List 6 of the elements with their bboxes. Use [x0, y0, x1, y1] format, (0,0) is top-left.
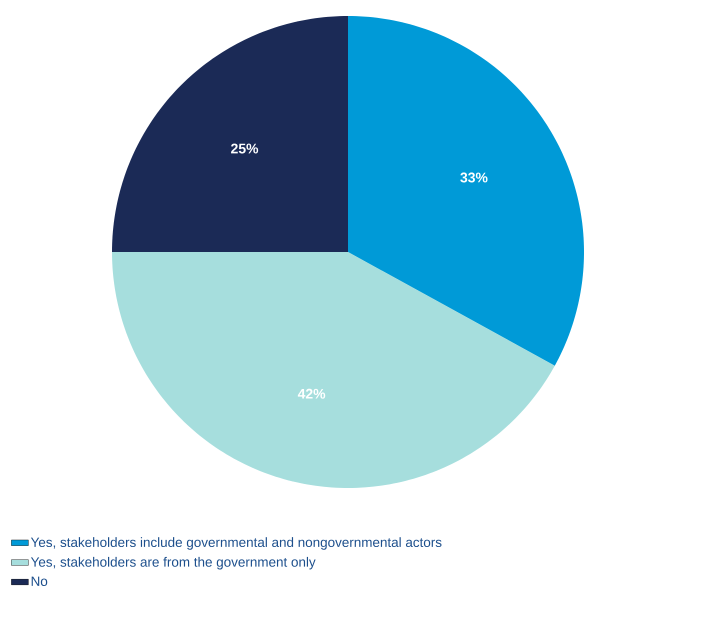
- data-label: 25%: [231, 144, 258, 154]
- legend-label: Yes, stakeholders include governmental and nongovernmental actors: [30, 537, 442, 550]
- data-label: 42%: [298, 388, 326, 399]
- data-label: 33%: [460, 172, 488, 182]
- legend-label: No: [32, 576, 48, 586]
- legend-label: Yes, stakeholders are from the government only: [30, 556, 316, 570]
